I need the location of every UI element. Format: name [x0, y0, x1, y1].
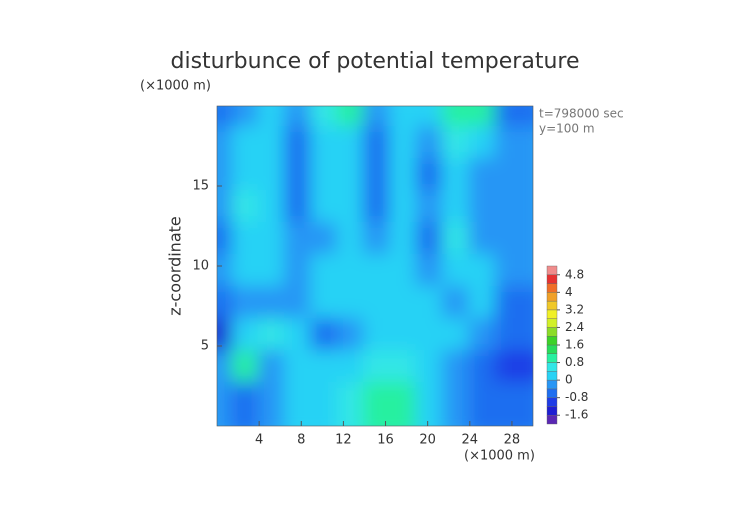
colorbar-bin [546, 379, 558, 390]
colorbar-bin [546, 309, 558, 319]
colorbar-bin [546, 336, 558, 346]
colorbar-tick-label: 1.6 [565, 338, 584, 352]
colorbar-bin [546, 353, 558, 363]
x-unit: (×1000 m) [464, 449, 535, 464]
y-axis-label: z-coordinate [166, 216, 185, 316]
field-cell [494, 382, 533, 426]
annotation: t=798000 sec [539, 107, 624, 121]
colorbar-tick-label: 0.8 [565, 355, 584, 369]
y-tick-label: 5 [201, 339, 209, 354]
colorbar-bin [546, 292, 558, 302]
colorbar-tick-label: -1.6 [565, 408, 588, 422]
colorbar-bin [546, 300, 558, 311]
colorbar-bin [546, 318, 558, 328]
field [217, 106, 533, 426]
plot-area [217, 106, 533, 426]
annotation: y=100 m [539, 122, 595, 136]
colorbar-tick-label: 4 [565, 285, 573, 299]
colorbar-bin [546, 415, 558, 425]
colorbar-bin [546, 265, 558, 275]
x-tick-label: 12 [335, 433, 352, 448]
x-tick-label: 24 [462, 433, 479, 448]
colorbar-bin [546, 327, 558, 337]
y-tick-label: 15 [192, 179, 209, 194]
colorbar: -1.6 -0.8 0 0.8 1.6 2.4 3.2 4 4.8 [546, 265, 588, 425]
colorbar-bin [546, 397, 558, 407]
y-tick-label: 10 [192, 259, 209, 274]
colorbar-bin [546, 283, 558, 293]
x-tick-label: 8 [297, 433, 305, 448]
colorbar-tick-label: 0 [565, 373, 573, 387]
colorbar-bin [546, 274, 558, 284]
colorbar-bin [546, 388, 558, 398]
x-tick-label: 28 [504, 433, 521, 448]
colorbar-bin [546, 344, 558, 354]
chart-title: disturbunce of potential temperature [171, 49, 580, 74]
colorbar-bin [546, 362, 558, 372]
x-tick-label: 16 [377, 433, 394, 448]
colorbar-tick-label: 3.2 [565, 302, 584, 316]
colorbar-bin [546, 406, 558, 416]
colorbar-bin [546, 371, 558, 381]
y-unit: (×1000 m) [140, 79, 211, 94]
x-tick-label: 20 [419, 433, 436, 448]
colorbar-tick-label: 2.4 [565, 320, 584, 334]
colorbar-tick-label: 4.8 [565, 267, 584, 281]
colorbar-tick-label: -0.8 [565, 390, 588, 404]
x-tick-label: 4 [255, 433, 263, 448]
